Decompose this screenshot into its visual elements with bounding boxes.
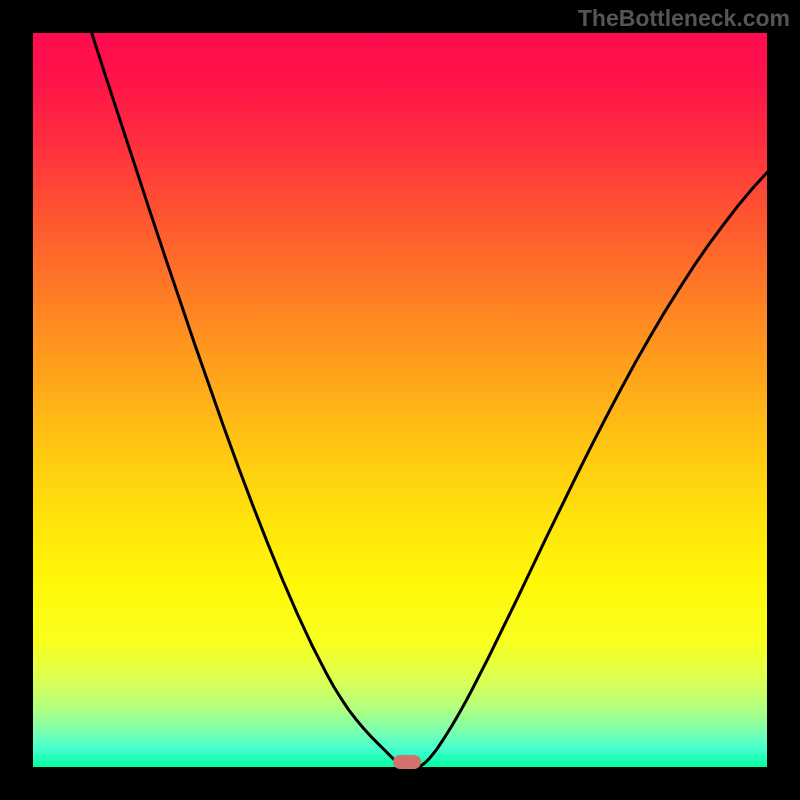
watermark-text: TheBottleneck.com	[578, 5, 790, 32]
chart-canvas: TheBottleneck.com	[0, 0, 800, 800]
plot-background	[33, 33, 767, 767]
optimum-marker	[393, 755, 421, 769]
